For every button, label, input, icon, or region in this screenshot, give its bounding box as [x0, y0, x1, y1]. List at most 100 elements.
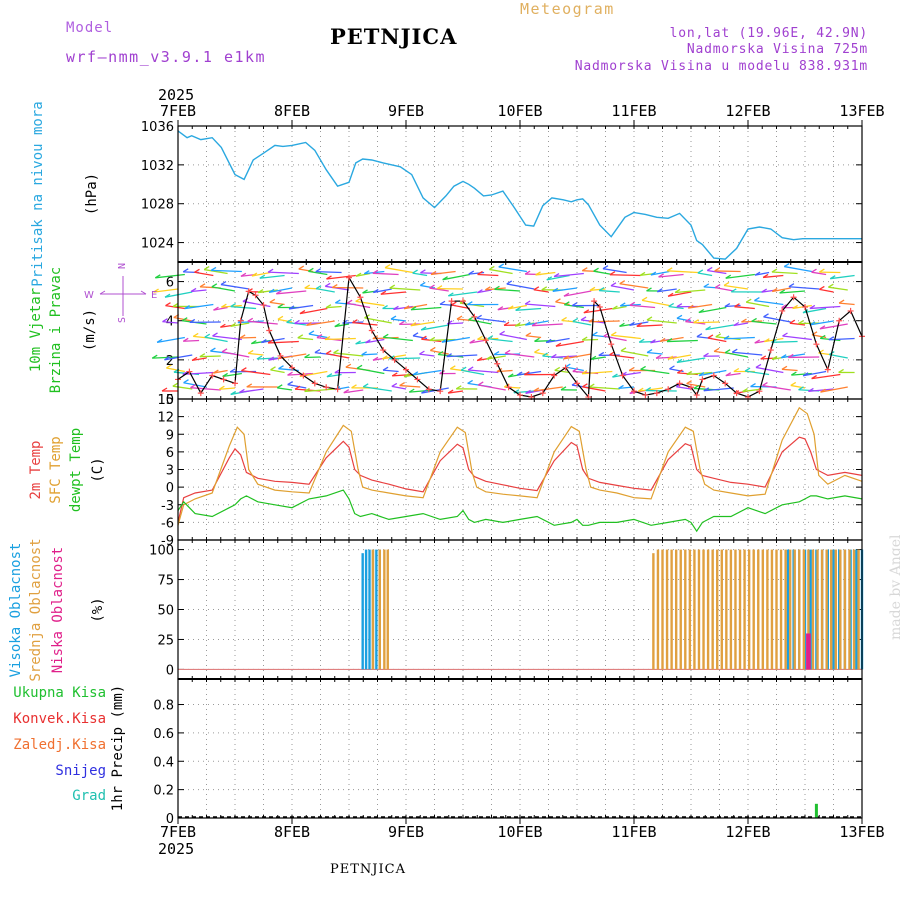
wind-arrow: [667, 354, 692, 360]
wind-arrow: [619, 283, 649, 289]
wind-arrow: [581, 370, 613, 375]
wind-arrow-head: [733, 321, 740, 327]
wind-speed-marker: [790, 294, 797, 301]
wind-arrow: [183, 339, 200, 342]
wind-arrow: [839, 302, 855, 306]
wind-arrow-head: [650, 271, 657, 276]
wind-arrow: [194, 271, 214, 277]
wind-speed-marker: [653, 390, 660, 397]
wind-arrow-head: [618, 384, 624, 389]
wind-arrow-head: [372, 288, 379, 294]
cloud-mid-bar: [688, 549, 692, 670]
wind-arrow-head: [593, 267, 599, 272]
wind-arrow-head: [819, 334, 826, 339]
wind-arrow-head: [609, 271, 616, 276]
wind-arrow-head: [636, 322, 643, 327]
wind-arrow-head: [676, 314, 683, 319]
cloud-high-bar: [361, 553, 364, 670]
wind-arrow-head: [525, 332, 532, 337]
wind-speed-marker: [693, 392, 700, 399]
wind-arrow: [299, 307, 328, 315]
wind-arrow: [609, 354, 635, 359]
wind-arrow-head: [184, 305, 190, 310]
wind-arrow-head: [640, 365, 646, 370]
wind-arrow-head: [212, 332, 218, 337]
wind-arrow: [248, 352, 264, 356]
cloud-mid-bar: [383, 549, 386, 670]
wind-arrow-head: [441, 338, 448, 343]
wind-arrow: [442, 273, 470, 281]
wind-arrow: [343, 389, 364, 394]
wind-arrow: [468, 319, 492, 325]
wind-arrow-head: [650, 339, 656, 344]
wind-arrow-head: [610, 331, 617, 336]
wind-arrow-head: [838, 368, 844, 374]
wind-arrow-head: [239, 334, 246, 339]
wind-arrow-head: [581, 336, 588, 341]
wind-arrow-head: [213, 306, 219, 311]
wind-arrow-head: [531, 322, 538, 327]
cloud-low-bar: [806, 633, 809, 670]
wind-arrow-head: [346, 299, 353, 304]
x-tick-label-top: 12FEB: [725, 102, 770, 120]
wind-arrow-head: [222, 372, 228, 378]
wind-arrow: [583, 307, 613, 314]
wind-arrow: [334, 323, 350, 328]
wind-speed-marker: [220, 376, 227, 383]
legend-freezing-rain: Zaledj.Kisa: [13, 737, 106, 753]
cloud-high-bar: [809, 549, 812, 670]
wind-arrow-head: [419, 281, 426, 286]
wind-arrow-head: [442, 276, 448, 281]
wind-arrow: [789, 322, 806, 326]
wind-arrow: [611, 334, 641, 340]
wind-arrow: [803, 370, 827, 377]
wind-arrow-head: [781, 304, 787, 309]
wind-arrow-head: [797, 320, 804, 325]
wind-arrow-head: [787, 353, 794, 359]
cloud-mid-bar: [834, 549, 837, 670]
wind-arrow-head: [182, 268, 189, 273]
wind-arrow: [513, 390, 535, 394]
wind-arrow: [172, 385, 193, 390]
wind-arrow: [451, 304, 470, 310]
wind-arrow-head: [612, 373, 618, 378]
wind-arrow: [725, 372, 741, 377]
wind-arrow-head: [754, 339, 761, 344]
wind-arrow-head: [745, 298, 752, 303]
wind-arrow: [446, 354, 478, 358]
wind-arrow: [469, 339, 485, 344]
wind-arrow-head: [542, 352, 548, 357]
wind-arrow-head: [503, 321, 510, 326]
wind-arrow: [723, 284, 749, 290]
wind-arrow: [666, 339, 698, 343]
wind-arrow: [389, 287, 421, 291]
wind-arrow: [779, 290, 806, 294]
cloud-mid-bar: [743, 549, 746, 670]
wind-arrow-head: [782, 332, 788, 337]
wind-arrow-head: [276, 384, 283, 389]
cloud-mid-bar: [793, 549, 796, 670]
wind-arrow-head: [687, 304, 694, 309]
wind-arrow-head: [286, 318, 292, 323]
wind-arrow: [784, 265, 812, 273]
cloud-mid-bar: [679, 549, 682, 670]
wind-arrow-head: [221, 348, 228, 353]
wind-arrow: [190, 387, 221, 391]
wind-arrow-head: [241, 367, 247, 372]
wind-arrow: [714, 270, 741, 273]
wind-speed-marker: [574, 380, 580, 387]
wind-axis-title: 10m Vjetar: [28, 288, 44, 372]
cloud-mid-bar: [720, 549, 723, 670]
wind-arrow: [599, 289, 620, 293]
wind-arrow-head: [192, 332, 199, 337]
wind-arrow: [361, 353, 378, 356]
wind-arrow: [477, 289, 492, 294]
cloud-mid-bar: [656, 549, 660, 670]
wind-arrow-head: [666, 267, 673, 272]
wind-arrow-head: [809, 304, 816, 309]
wind-arrow: [355, 300, 385, 307]
wind-arrow: [364, 317, 392, 324]
wind-arrow-head: [798, 386, 804, 391]
wind-arrow-head: [641, 296, 648, 301]
wind-arrow-head: [211, 283, 218, 288]
